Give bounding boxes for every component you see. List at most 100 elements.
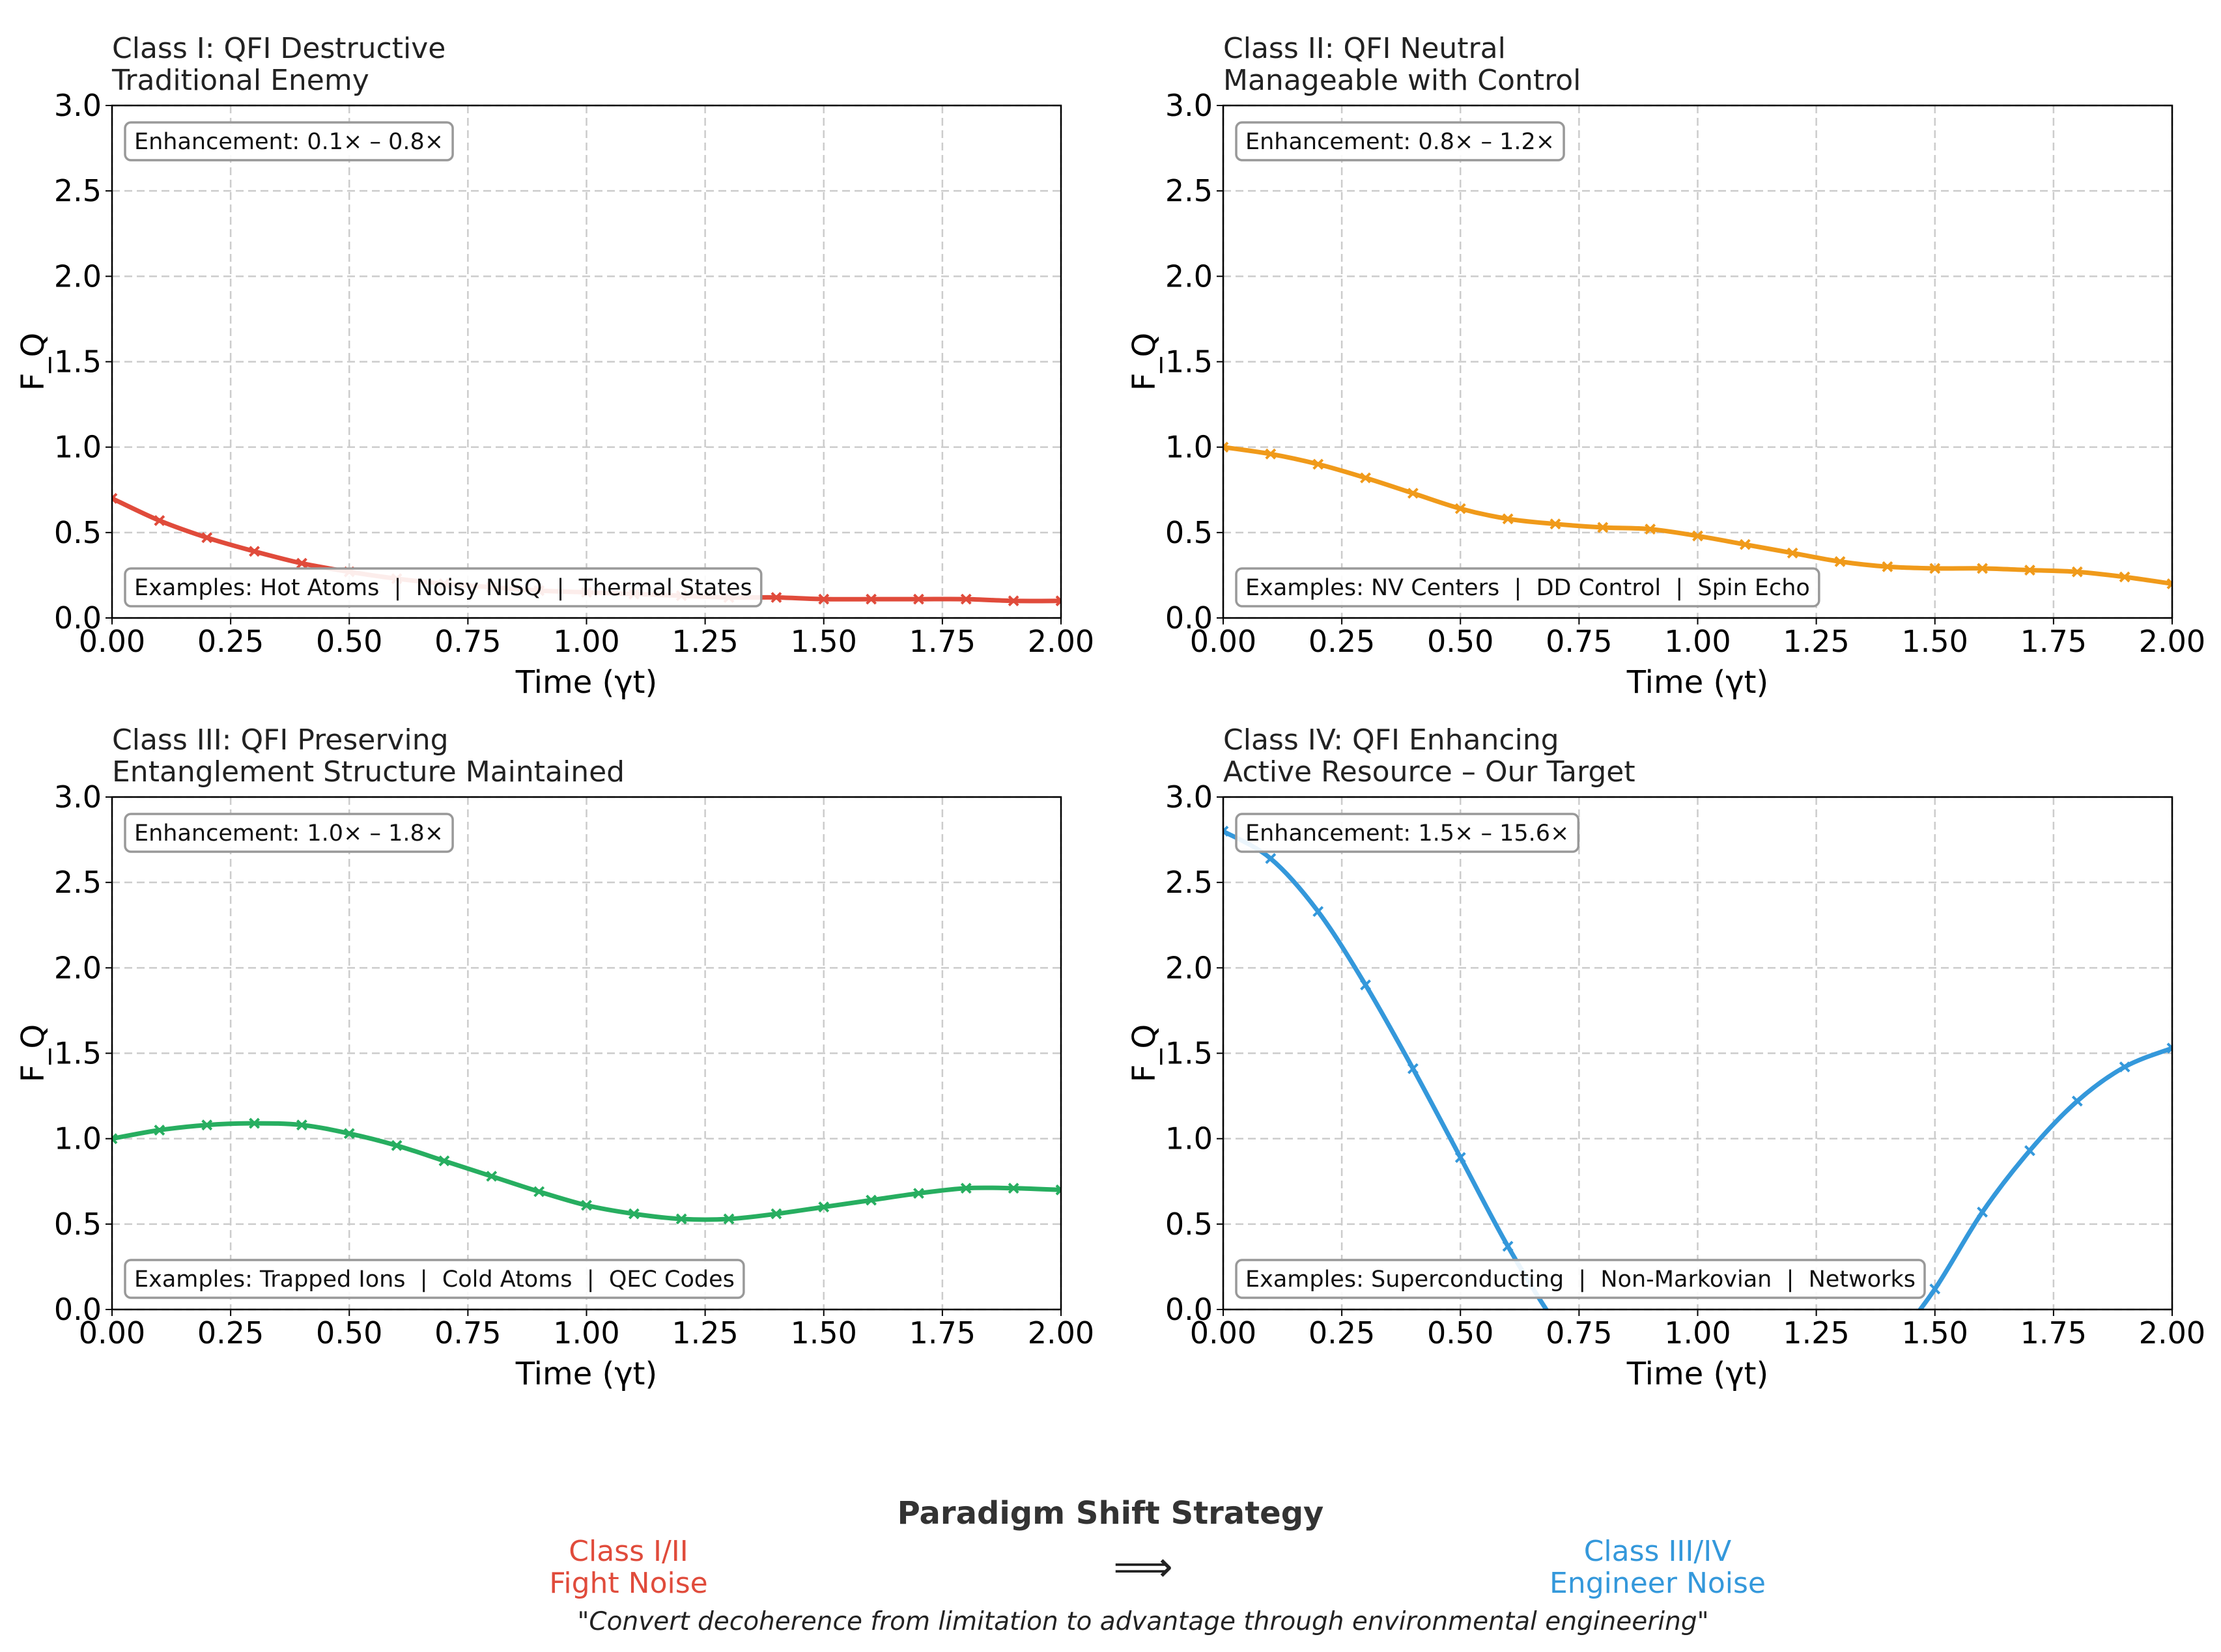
data-point [1882,561,1893,572]
x-tick-label: 1.75 [909,1315,976,1351]
footer-right-line1: Class III/IV [1584,1535,1732,1568]
data-point [2166,578,2172,589]
enhancement-annotation-text: Enhancement: 0.1× – 0.8× [134,129,444,155]
data-point [201,1119,213,1131]
data-point [1834,556,1846,567]
axes-frame [111,104,1062,619]
data-point [1883,1348,1892,1357]
data-point [112,492,118,504]
data-point [1787,547,1798,559]
x-tick-label: 0.50 [316,1315,382,1351]
y-tick-label: 1.0 [1165,1121,1213,1156]
x-tick-label: 0.25 [1309,1315,1375,1351]
x-tick-label: 0.75 [434,624,501,659]
data-point [1223,441,1229,453]
y-tick-label: 1.0 [1165,430,1213,465]
data-point [1360,472,1371,484]
plot-area [112,1117,1061,1225]
footer-right-line2: Engineer Noise [1549,1567,1766,1600]
data-point [343,1128,355,1140]
y-tick-label: 2.5 [1165,173,1213,208]
data-point [913,1188,924,1199]
data-point [1055,595,1061,607]
x-tick-label: 1.50 [1902,1315,1968,1351]
data-point [771,592,782,603]
x-tick-label: 1.00 [1664,624,1731,659]
x-axis-label: Time (γt) [515,664,657,701]
x-tick-label: 2.00 [2139,624,2205,659]
enhancement-annotation-text: Enhancement: 0.8× – 1.2× [1245,129,1555,155]
panel-subtitle: Entanglement Structure Maintained [112,755,625,789]
y-tick-label: 0.0 [54,600,102,636]
data-point [1740,1462,1749,1471]
x-tick-label: 0.00 [1190,624,1256,659]
x-tick-label: 2.00 [1028,624,1094,659]
y-tick-label: 2.5 [54,173,102,208]
data-point [1223,826,1229,837]
data-point [818,593,830,605]
data-point [1739,539,1751,550]
examples-annotation-text: Examples: NV Centers | DD Control | Spin… [1245,575,1810,601]
data-point [1454,503,1466,514]
x-tick-label: 1.00 [1664,1315,1731,1351]
x-axis-label: Time (γt) [1626,664,1768,701]
data-point [1502,1240,1514,1252]
y-axis-label: F_Q [1126,1024,1163,1082]
x-tick-label: 0.50 [316,624,382,659]
y-tick-label: 0.0 [54,1292,102,1327]
y-tick-label: 3.0 [1165,779,1213,815]
examples-annotation-box [124,567,763,608]
data-point [866,1194,877,1206]
footer-arrow: ⟹ [1113,1543,1173,1591]
data-point [1645,524,1656,535]
data-point [1977,563,1988,574]
data-point [1008,1183,1019,1194]
y-axis-label: F_Q [1126,333,1163,391]
x-tick-label: 1.75 [2020,1315,2087,1351]
panel-title: Class I: QFI Destructive [112,32,446,65]
y-tick-label: 2.5 [1165,865,1213,900]
data-point [1598,1382,1607,1391]
axes-frame [1222,104,2173,619]
x-tick-label: 1.00 [553,624,619,659]
data-point [1835,1411,1845,1420]
data-point [2024,565,2035,576]
data-point [1055,1184,1061,1196]
data-point [1312,458,1324,470]
data-point [1502,513,1514,525]
panel-subtitle: Active Resource – Our Target [1223,755,1635,789]
y-tick-label: 1.5 [1165,1036,1213,1071]
footer-quote: "Convert decoherence from limitation to … [577,1607,1708,1636]
data-point [2071,1095,2083,1107]
axes-frame [1222,796,2173,1311]
data-point [154,515,165,526]
x-tick-label: 0.75 [1546,1315,1612,1351]
x-tick-label: 0.00 [79,624,145,659]
y-tick-label: 2.0 [1165,950,1213,985]
data-point [771,1208,782,1220]
panel-title: Class II: QFI Neutral [1223,32,1506,65]
x-tick-label: 0.25 [197,624,264,659]
data-point [154,1125,165,1136]
data-point [818,1201,830,1213]
paradigm-shift-footer: Paradigm Shift Strategy Class I/II Fight… [549,1495,1766,1636]
x-tick-label: 0.00 [1190,1315,1256,1351]
x-tick-label: 1.75 [2020,624,2087,659]
data-point [2024,1145,2035,1156]
data-point [438,1155,450,1167]
y-tick-label: 3.0 [54,779,102,815]
data-point [2119,1061,2130,1072]
y-tick-label: 0.0 [1165,600,1213,636]
data-point [1788,1452,1797,1461]
series-line [1223,829,2172,1309]
data-point [1008,595,1019,607]
plot-area [1223,441,2172,589]
data-point [1265,853,1277,864]
data-point [628,1208,640,1220]
enhancement-annotation-box [1235,813,1580,853]
